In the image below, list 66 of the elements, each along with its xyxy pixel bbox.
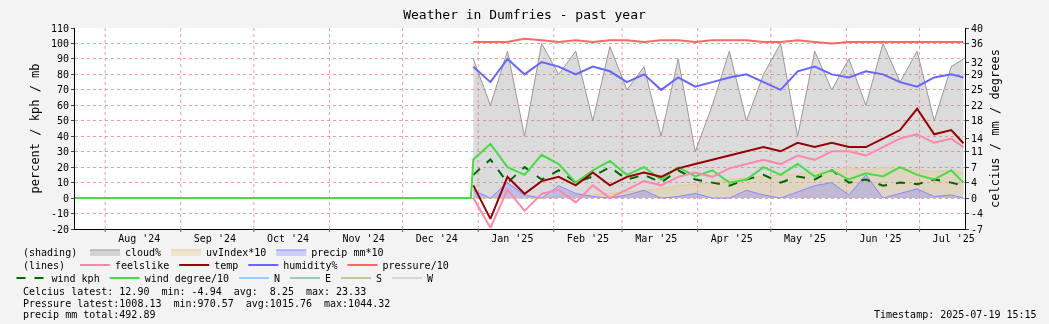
line-series — [472, 133, 965, 229]
y-tick-label: 30 — [56, 146, 69, 158]
x-tick-label: Mar '25 — [635, 233, 678, 244]
x-tick-label: Apr '25 — [710, 233, 753, 244]
x-tick-label: Feb '25 — [566, 233, 610, 244]
y2-tick-label: 7 — [971, 161, 978, 173]
text: Celcius latest: 12.90 min: -4.94 avg: 8.25 max: 23.33 — [23, 286, 367, 297]
y2-tick-label: 11 — [971, 146, 984, 158]
y2-tick-label: 0 — [971, 192, 978, 204]
legend-label: S — [376, 272, 383, 284]
x-tick-label: Nov '24 — [342, 233, 385, 244]
y-tick-label: 70 — [56, 84, 69, 96]
y2-tick-label: 14 — [971, 133, 984, 145]
text: (shading) — [23, 247, 78, 258]
legend-label: pressure/10 — [382, 259, 449, 271]
text: Pressure latest:1008.13 min:970.57 avg:1015.76 max:1044.32 — [23, 298, 391, 309]
line-series — [75, 142, 965, 200]
text: (lines) — [23, 260, 66, 271]
y2-tick-label: -4 — [971, 208, 984, 220]
y-tick-label: 60 — [56, 99, 69, 111]
legend-label: precip mm*10 — [311, 246, 384, 258]
legend-label: cloud% — [124, 246, 162, 258]
x-tick-label: Aug '24 — [118, 233, 161, 244]
x-tick-label: Jan '25 — [491, 233, 534, 244]
y2-tick-label: 22 — [971, 99, 984, 111]
y-tick-label: 20 — [56, 161, 69, 173]
chart-title: Weather in Dumfries - past year — [403, 7, 646, 23]
x-tick-label: Jul '25 — [932, 233, 975, 244]
legend-label: wind degree/10 — [144, 272, 229, 284]
y-tick-label: -20 — [50, 223, 69, 235]
line-series — [472, 107, 965, 220]
legend-label: W — [427, 272, 435, 284]
legend-label: E — [325, 272, 332, 284]
y2-tick-label: 32 — [971, 56, 984, 68]
x-tick-label: Jun '25 — [859, 233, 902, 244]
x-tick-label: Dec '24 — [415, 233, 458, 244]
legend-label: temp — [214, 259, 239, 271]
x-tick-label: Sep '24 — [193, 233, 236, 244]
legend-label: N — [273, 272, 280, 284]
y2-tick-label: 36 — [971, 37, 984, 49]
y-tick-label: 10 — [56, 177, 69, 189]
y-tick-label: 80 — [56, 68, 69, 80]
x-tick-label: Oct '24 — [266, 233, 310, 244]
y2-tick-label: 4 — [971, 177, 978, 189]
text: precip mm total:492.89 — [23, 309, 156, 320]
y2-tick-label: 29 — [971, 68, 984, 80]
y-tick-label: 40 — [56, 130, 69, 142]
y2-tick-label: 25 — [971, 84, 984, 96]
legend-label: uvIndex*10 — [206, 246, 267, 258]
legend-label: wind kph — [51, 272, 100, 284]
y2-tick-label: -7 — [971, 223, 984, 235]
legend-label: humidity% — [283, 259, 338, 271]
text: Timestamp: 2025-07-19 15:15 — [874, 309, 1037, 320]
y-tick-label: 110 — [50, 22, 69, 34]
y2-tick-label: 18 — [971, 115, 984, 127]
y-tick-label: 100 — [50, 37, 69, 49]
y-tick-label: 50 — [56, 115, 69, 127]
y-tick-label: 90 — [56, 53, 69, 65]
legend-label: feelslike — [115, 259, 170, 271]
y-axis-title: percent / kph / mb — [28, 63, 43, 194]
y2-axis-title: celcius / mm / degrees — [987, 49, 1002, 208]
y-tick-label: -10 — [50, 208, 69, 220]
line-series — [472, 57, 965, 91]
y-tick-label: 0 — [62, 192, 69, 204]
y2-tick-label: 40 — [971, 22, 984, 34]
x-tick-label: May '25 — [783, 233, 827, 244]
